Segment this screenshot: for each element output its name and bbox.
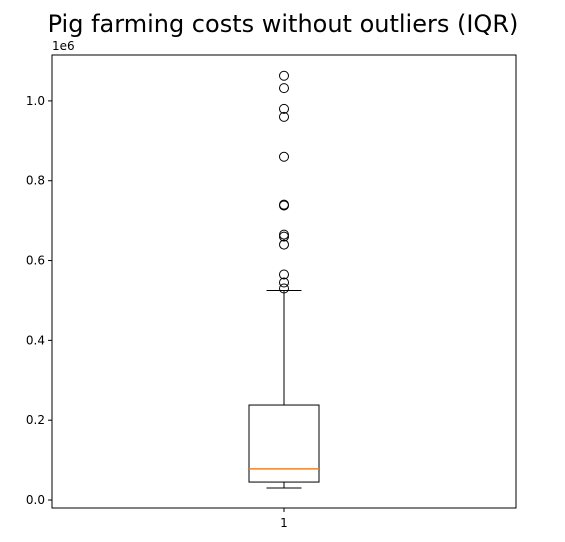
outlier-point [279,269,289,280]
x-tick-label: 1 [280,516,288,530]
y-axis-offset-label: 1e6 [52,39,75,53]
axes-frame [51,54,517,509]
y-tick-label: 1.0 [26,94,45,108]
outlier-point [279,199,289,210]
outlier-point [279,229,289,240]
y-tick-label: 0.6 [26,254,45,268]
outlier-point [279,283,289,294]
outlier-point [279,277,289,288]
plot-area [248,70,320,489]
iqr-box [248,404,320,483]
chart-title: Pig farming costs without outliers (IQR) [48,10,519,38]
y-tick-label: 0.8 [26,174,45,188]
outlier-point [279,103,289,114]
x-axis: 1 [280,508,288,530]
outlier-point [279,111,289,122]
outlier-point [279,70,289,81]
y-tick-label: 0.2 [26,413,45,427]
y-tick-label: 0.0 [26,493,45,507]
outlier-point [279,151,289,162]
y-axis: 0.0 0.2 0.4 0.6 0.8 1.0 [26,94,52,507]
outlier-point [279,200,289,211]
outlier-point [279,83,289,94]
y-tick-label: 0.4 [26,333,45,347]
outlier-point [279,239,289,250]
